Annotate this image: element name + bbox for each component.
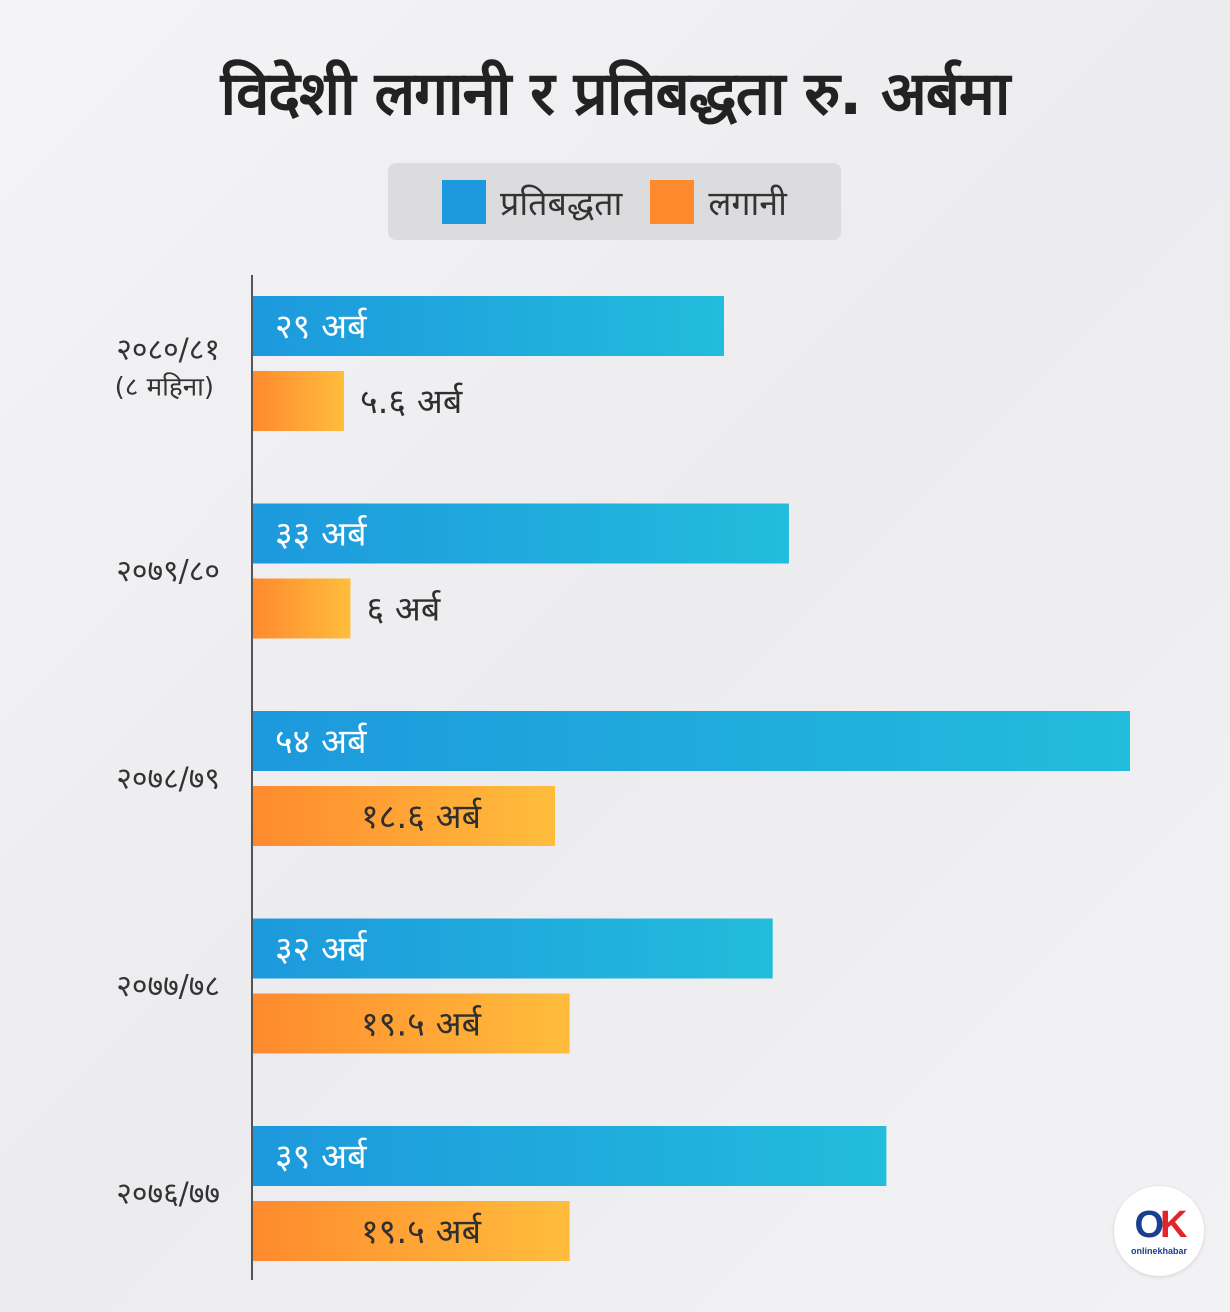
category-label-4: २०७६/७७ [116, 1177, 220, 1212]
bar-label-commitment-0: २९ अर्ब [275, 307, 368, 347]
bar-commitment-4 [253, 1126, 887, 1186]
legend-label-investment: लगानी [708, 183, 787, 224]
category-label-1: २०७९/८० [116, 554, 220, 589]
legend-swatch-investment [650, 179, 695, 224]
bar-investment-2 [253, 786, 556, 846]
category-label-2: २०७८/७९ [116, 762, 220, 797]
bar-investment-1 [253, 578, 351, 639]
legend-item-commitment: प्रतिबद्धता [442, 179, 622, 225]
bar-investment-0 [253, 371, 344, 431]
logo-mark: OK [1134, 1204, 1188, 1246]
category-label-0: २०८०/८१ [116, 333, 220, 368]
logo-mark-k: K [1160, 1204, 1188, 1246]
chart-legend: प्रतिबद्धता लगानी [388, 163, 841, 240]
logo-mark-o: O [1134, 1204, 1163, 1246]
bar-commitment-1 [253, 503, 789, 564]
logo-text: onlinekhabar [1130, 1246, 1187, 1256]
category-sublabel-0: (८ महिना) [115, 372, 214, 403]
onlinekhabar-logo: OK onlinekhabar [1114, 1186, 1204, 1276]
bar-label-commitment-3: ३२ अर्ब [275, 930, 368, 970]
bar-investment-4 [253, 1201, 570, 1261]
bar-label-commitment-1: ३३ अर्ब [275, 515, 368, 555]
bar-label-investment-2: १८.६ अर्ब [361, 797, 482, 837]
legend-swatch-commitment [442, 179, 486, 224]
bar-label-investment-3: १९.५ अर्ब [361, 1005, 482, 1045]
bar-label-investment-1: ६ अर्ब [366, 590, 441, 630]
bar-investment-3 [253, 993, 570, 1054]
bar-label-commitment-4: ३९ अर्ब [275, 1137, 368, 1177]
bar-commitment-3 [253, 918, 773, 979]
bar-label-commitment-2: ५४ अर्ब [275, 722, 368, 762]
bar-commitment-0 [253, 296, 724, 356]
chart-title: विदेशी लगानी र प्रतिबद्धता रु. अर्बमा [220, 59, 1011, 129]
category-label-3: २०७७/७८ [116, 969, 220, 1004]
legend-label-commitment: प्रतिबद्धता [500, 183, 623, 224]
bar-commitment-2 [253, 711, 1130, 771]
bar-label-investment-0: ५.६ अर्ब [360, 382, 463, 422]
legend-item-investment: लगानी [650, 179, 787, 225]
bar-label-investment-4: १९.५ अर्ब [361, 1212, 482, 1252]
